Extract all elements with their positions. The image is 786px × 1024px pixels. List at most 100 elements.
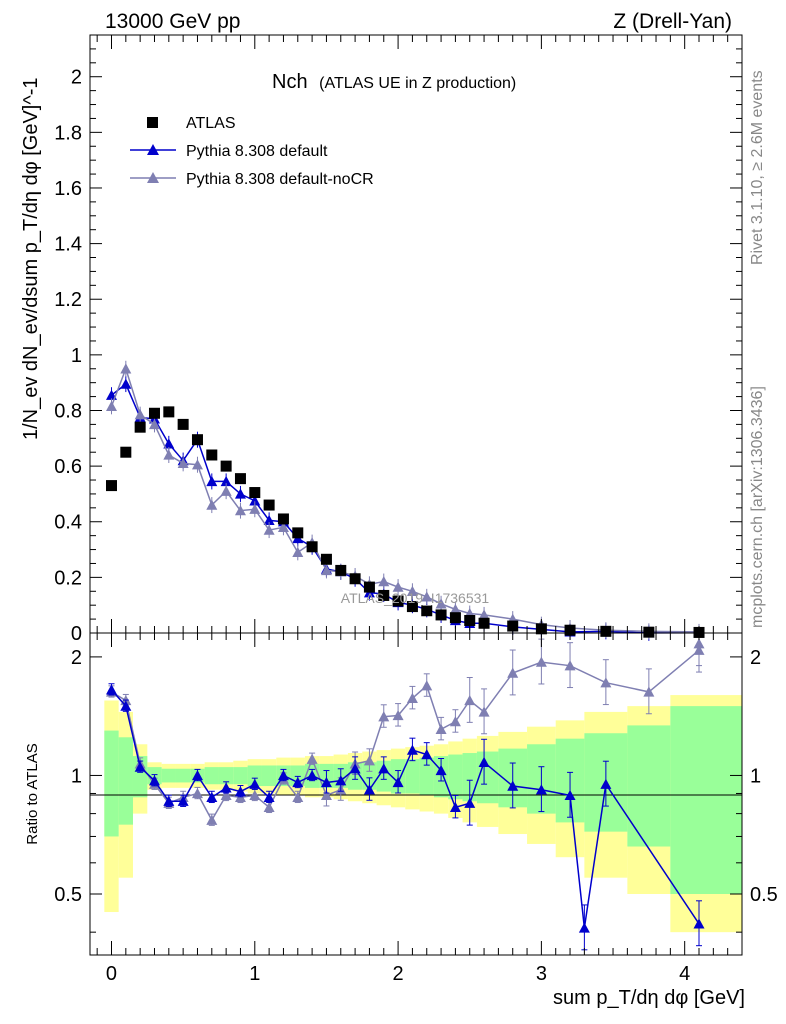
legend-label-default: Pythia 8.308 default — [186, 143, 328, 160]
point-nocr — [320, 564, 332, 576]
point-nocr — [163, 449, 175, 460]
ratio-point-default — [693, 918, 705, 929]
band-inner — [175, 768, 191, 783]
point-default — [206, 475, 218, 487]
ratio-ytick-label-right: 1 — [750, 765, 761, 787]
point-atlas — [363, 581, 375, 593]
ratio-ytick-label: 0.5 — [54, 884, 82, 906]
main-ytick-label: 1.2 — [54, 289, 82, 311]
header-right: Z (Drell-Yan) — [613, 10, 732, 33]
point-nocr — [292, 546, 304, 558]
point-atlas — [163, 406, 175, 418]
ratio-point-default — [292, 776, 304, 788]
ratio-point-nocr — [464, 694, 476, 706]
point-atlas — [349, 573, 361, 585]
ratio-point-default — [378, 763, 390, 774]
point-nocr — [249, 503, 261, 514]
point-nocr — [277, 521, 289, 532]
ratio-point-nocr — [378, 711, 390, 722]
point-atlas — [378, 589, 390, 601]
ratio-point-default — [306, 769, 318, 781]
point-nocr — [105, 400, 117, 411]
xtick-label: 3 — [536, 963, 547, 985]
main-ytick-label: 1.6 — [54, 178, 82, 200]
ratio-point-default — [349, 763, 361, 774]
band-inner — [670, 706, 742, 894]
ratio-point-default — [249, 778, 261, 789]
point-nocr — [392, 581, 404, 592]
point-atlas — [120, 446, 132, 458]
ratio-point-default — [335, 775, 347, 786]
plot-title: Nch (ATLAS UE in Z production) — [272, 71, 516, 93]
point-nocr — [449, 603, 461, 615]
point-atlas — [306, 541, 318, 553]
point-atlas — [134, 421, 146, 433]
ratio-point-nocr — [564, 660, 576, 671]
point-nocr — [263, 524, 275, 535]
point-atlas — [643, 626, 655, 638]
point-atlas — [464, 614, 476, 626]
ratio-point-default — [478, 756, 490, 767]
legend-marker-nocr — [147, 172, 159, 183]
side-label-bottom: mcplots.cern.ch [arXiv:1306.3436] — [749, 386, 766, 628]
ratio-point-default — [148, 775, 160, 786]
main-ytick-label: 1.4 — [54, 234, 82, 256]
side-label-top: Rivet 3.1.10, ≥ 2.6M events — [749, 70, 766, 265]
point-default — [120, 378, 132, 389]
ratio-point-default — [507, 780, 519, 791]
point-default — [234, 488, 246, 499]
point-nocr — [134, 409, 146, 420]
point-default — [220, 475, 232, 487]
point-nocr — [421, 591, 433, 602]
point-nocr — [191, 459, 203, 470]
ratio-point-default — [435, 764, 447, 776]
ratio-point-nocr — [478, 706, 490, 717]
point-atlas — [234, 473, 246, 485]
point-atlas — [335, 564, 347, 576]
main-ytick-label: 0 — [71, 623, 82, 645]
point-atlas — [449, 612, 461, 624]
point-default — [163, 438, 175, 449]
ratio-point-nocr — [421, 680, 433, 691]
band-inner — [104, 730, 119, 837]
band-inner — [362, 762, 377, 790]
band-inner — [218, 767, 234, 785]
ratio-point-nocr — [249, 789, 261, 801]
ratio-point-default — [163, 795, 175, 806]
ratio-point-nocr — [507, 667, 519, 678]
point-atlas — [148, 407, 160, 419]
ratio-point-nocr — [449, 716, 461, 727]
ratio-point-default — [105, 684, 117, 695]
ratio-point-default — [263, 791, 275, 802]
band-inner — [261, 765, 277, 787]
ratio-point-default — [535, 784, 547, 795]
legend: ATLAS Pythia 8.308 default Pythia 8.308 … — [130, 115, 374, 188]
main-ytick-label: 1 — [71, 345, 82, 367]
legend-label-atlas: ATLAS — [186, 115, 236, 132]
ratio-point-default — [600, 778, 612, 789]
ratio-point-nocr — [206, 814, 218, 825]
point-nocr — [177, 457, 189, 469]
plot-title-main: Nch — [272, 71, 308, 93]
point-atlas — [277, 513, 289, 525]
band-inner — [448, 754, 463, 800]
legend-marker-default — [147, 144, 159, 155]
band-inner — [462, 753, 477, 802]
main-ytick-label: 0.8 — [54, 400, 82, 422]
watermark: ATLAS_2019_I1736531 — [341, 590, 490, 606]
ratio-point-default — [392, 776, 404, 788]
plot-title-sub: (ATLAS UE in Z production) — [319, 75, 516, 92]
xtick-label: 1 — [249, 963, 260, 985]
point-atlas — [105, 480, 117, 492]
ratio-point-nocr — [263, 801, 275, 812]
ratio-point-nocr — [406, 692, 418, 703]
point-atlas — [421, 605, 433, 617]
ratio-ytick-label-right: 0.5 — [750, 884, 778, 906]
ratio-line-nocr — [111, 643, 700, 822]
point-atlas — [191, 434, 203, 446]
point-atlas — [206, 449, 218, 461]
ratio-point-default — [277, 769, 289, 781]
header-left: 13000 GeV pp — [105, 10, 240, 33]
band-inner — [405, 759, 420, 794]
